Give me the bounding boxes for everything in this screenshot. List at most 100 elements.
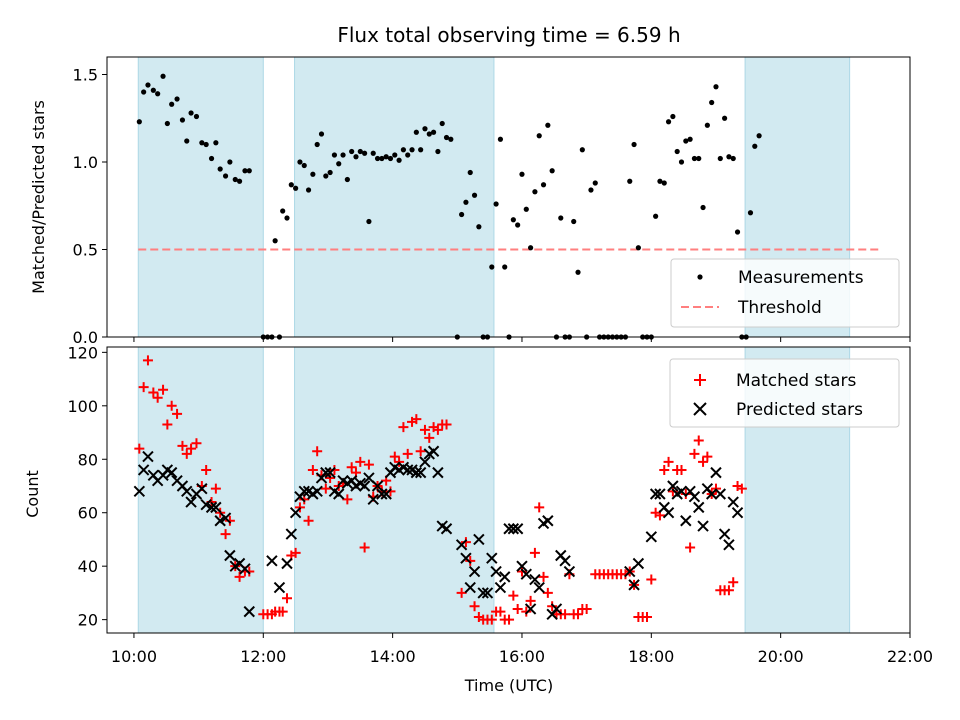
- measurement-point: [549, 168, 555, 174]
- predicted-star-point: [486, 552, 498, 564]
- measurement-point: [318, 131, 325, 137]
- predicted-star-point: [142, 450, 154, 463]
- predicted-star-point: [137, 464, 150, 476]
- predicted-star-point: [550, 603, 563, 615]
- measurement-point: [383, 154, 389, 160]
- predicted-star-point: [714, 488, 727, 500]
- y-axis-label-bottom: Count: [23, 470, 42, 518]
- matched-star-point: [411, 414, 422, 425]
- measurement-point: [519, 171, 525, 177]
- matched-star-point: [521, 606, 532, 617]
- predicted-star-point: [559, 555, 571, 567]
- matched-star-point: [342, 494, 353, 505]
- legend-box: [670, 258, 900, 328]
- matched-star-point: [307, 464, 318, 475]
- predicted-star-point: [727, 496, 739, 508]
- predicted-star-point: [320, 466, 332, 479]
- predicted-star-point: [667, 480, 679, 492]
- measurement-point: [145, 82, 151, 88]
- measurement-point: [691, 155, 698, 162]
- predicted-star-point: [333, 488, 345, 500]
- measurement-point: [439, 120, 445, 127]
- measurement-point: [301, 162, 307, 169]
- predicted-star-point: [239, 563, 251, 575]
- matched-star-point: [220, 529, 231, 540]
- matched-star-point: [424, 432, 435, 443]
- predicted-star-point: [133, 485, 146, 498]
- matched-star-point: [138, 382, 149, 393]
- predicted-star-point: [542, 515, 554, 527]
- y-tick-label: 20: [78, 611, 98, 630]
- measurement-point: [756, 133, 762, 139]
- predicted-star-point: [285, 528, 298, 540]
- predicted-star-point: [516, 560, 528, 572]
- measurement-point: [678, 159, 685, 165]
- legend-predicted-marker: [693, 402, 707, 416]
- measurement-point: [579, 147, 585, 153]
- matched-star-point: [663, 456, 674, 467]
- measurement-point: [493, 201, 499, 207]
- measurement-point: [327, 169, 333, 176]
- x-axis-label: Time (UTC): [464, 676, 553, 695]
- predicted-star-point: [473, 533, 485, 546]
- matched-star-point: [152, 392, 163, 403]
- measurement-point: [357, 148, 363, 155]
- measurement-point: [523, 206, 529, 212]
- matched-star-point: [642, 611, 653, 622]
- measurement-point: [726, 154, 732, 160]
- matched-star-point: [191, 438, 202, 449]
- matched-star-point: [210, 483, 221, 494]
- matched-star-point: [385, 486, 396, 497]
- x-tick-label: 12:00: [240, 647, 286, 666]
- predicted-star-point: [468, 565, 481, 578]
- predicted-star-point: [219, 512, 232, 524]
- y-axis-label-top: Matched/Predicted stars: [29, 100, 48, 294]
- predicted-star-point: [503, 523, 515, 535]
- matched-star-point: [460, 537, 471, 548]
- matched-star-point: [363, 459, 374, 470]
- matched-star-point: [158, 384, 169, 395]
- measurement-point: [160, 73, 166, 79]
- predicted-star-point: [481, 587, 494, 599]
- predicted-star-point: [662, 507, 675, 519]
- y-tick-label: 120: [67, 343, 98, 362]
- legend-predicted-label: Predicted stars: [736, 400, 863, 420]
- predicted-star-point: [524, 603, 537, 615]
- matched-star-point: [581, 603, 592, 614]
- measurement-point: [471, 192, 478, 198]
- matched-star-point: [504, 614, 515, 625]
- measurement-point: [353, 154, 359, 160]
- matched-star-point: [728, 577, 739, 588]
- predicted-star-point: [367, 493, 379, 506]
- measurement-point: [696, 155, 702, 162]
- matched-star-point: [398, 422, 409, 433]
- measurement-point: [297, 159, 303, 165]
- predicted-star-point: [490, 565, 502, 578]
- measurement-point: [665, 119, 672, 125]
- legend-measurements-marker: [697, 274, 703, 280]
- predicted-star-point: [196, 482, 208, 495]
- matched-star-point: [538, 571, 549, 582]
- predicted-star-point: [718, 528, 731, 540]
- matched-star-point: [508, 590, 519, 601]
- measurement-point: [713, 84, 719, 90]
- predicted-star-point: [710, 466, 722, 479]
- predicted-star-point: [414, 466, 427, 479]
- matched-star-point: [495, 606, 506, 617]
- measurement-point: [502, 264, 508, 270]
- measurement-point: [405, 152, 411, 158]
- matched-star-point: [534, 502, 545, 513]
- matched-star-point: [465, 555, 476, 566]
- x-tick-label: 14:00: [370, 647, 416, 666]
- legend-box: [669, 358, 900, 428]
- matched-star-point: [359, 542, 370, 553]
- x-tick-label: 16:00: [499, 647, 545, 666]
- matched-star-point: [525, 595, 536, 606]
- measurement-point: [463, 199, 469, 205]
- measurement-point: [635, 245, 641, 251]
- measurement-point: [349, 148, 355, 155]
- matched-star-point: [685, 542, 696, 553]
- y-tick-label: 1.0: [73, 153, 98, 172]
- measurement-point: [661, 180, 667, 186]
